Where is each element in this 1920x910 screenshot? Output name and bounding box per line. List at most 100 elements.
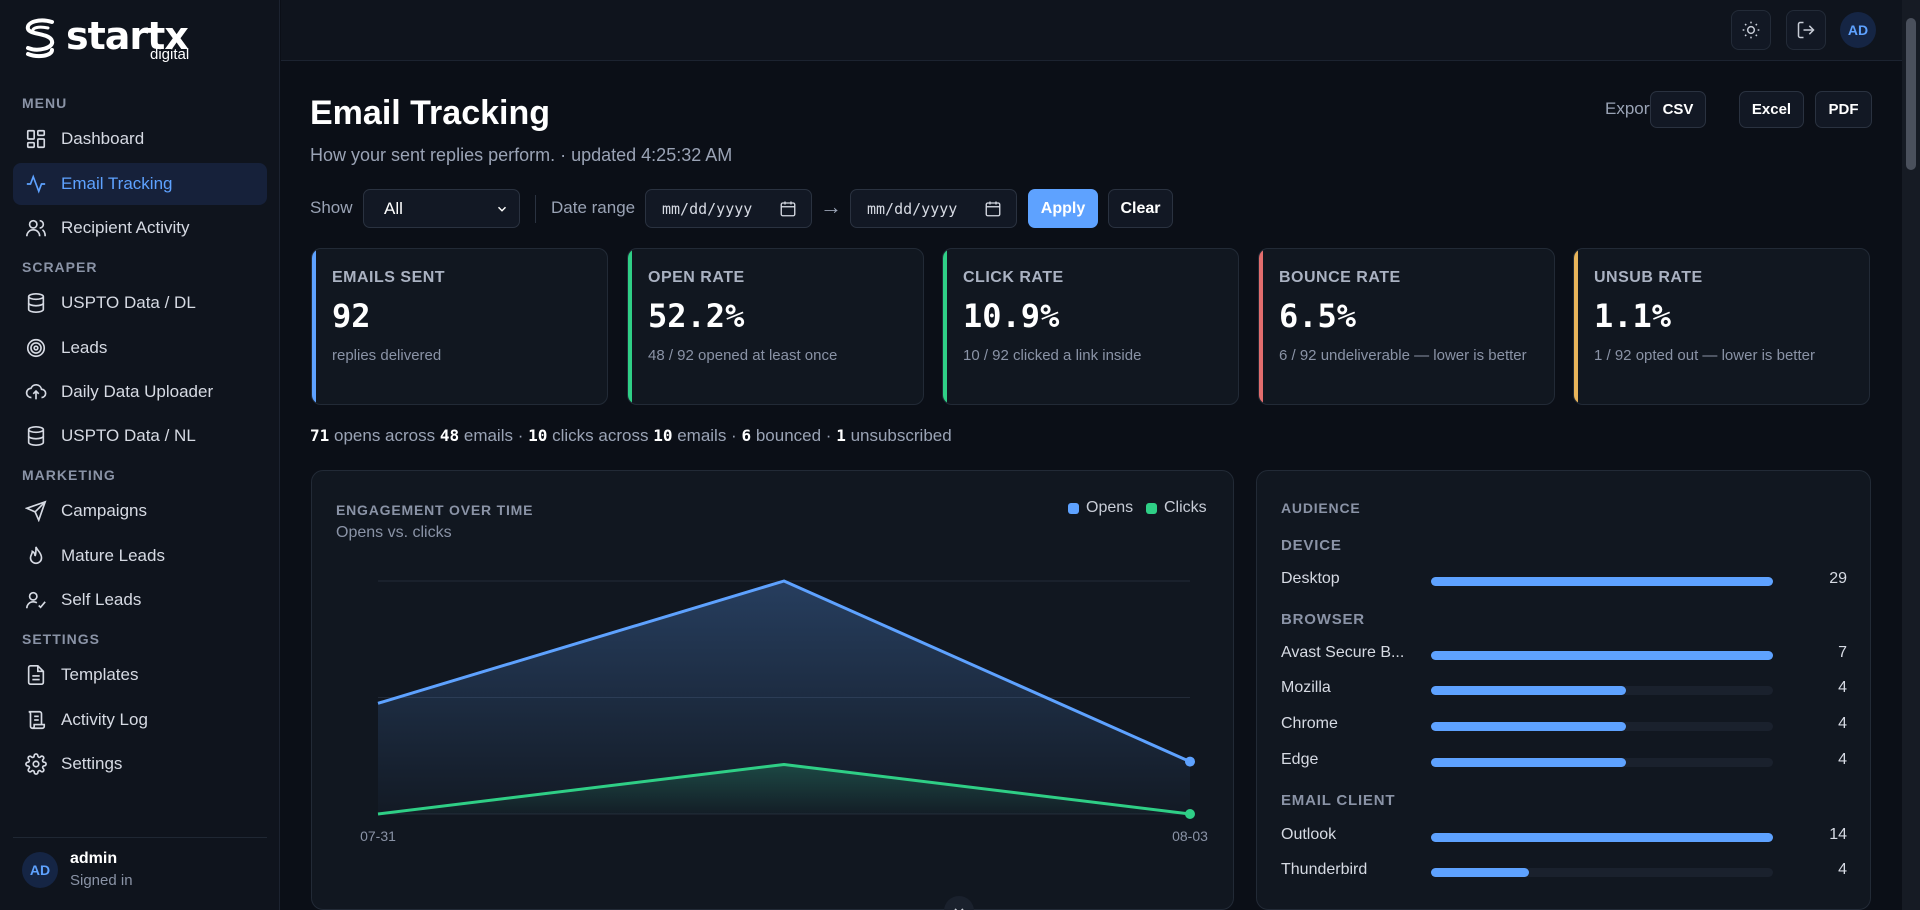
avatar: AD xyxy=(22,851,58,888)
brand-logo[interactable]: startx digital xyxy=(22,16,189,63)
engagement-title: ENGAGEMENT OVER TIME xyxy=(336,502,534,518)
date-to-input[interactable]: mm/dd/yyyy xyxy=(850,189,1017,228)
audience-row-name: Outlook xyxy=(1281,826,1337,843)
legend-swatch xyxy=(1146,502,1157,514)
sidebar-item-self-leads[interactable]: Self Leads xyxy=(13,579,267,621)
kpi-card-bounce-rate: BOUNCE RATE 6.5% 6 / 92 undeliverable — … xyxy=(1258,248,1555,405)
kpi-card-emails-sent: EMAILS SENT 92 replies delivered xyxy=(311,248,608,405)
summary-click-emails: 10 xyxy=(653,426,673,445)
kpi-value: 1.1% xyxy=(1594,297,1672,335)
user-profile[interactable]: AD admin Signed in xyxy=(13,837,267,889)
kpi-accent xyxy=(943,249,947,404)
summary-text: emails · xyxy=(463,426,524,445)
sidebar-item-activity-log[interactable]: Activity Log xyxy=(13,699,267,741)
sidebar-item-label: Settings xyxy=(61,754,123,773)
summary-bounced: 6 xyxy=(741,426,752,445)
apply-button[interactable]: Apply xyxy=(1028,189,1098,228)
users-icon xyxy=(26,219,46,237)
series-point-clicks xyxy=(1185,809,1195,819)
kpi-label: EMAILS SENT xyxy=(332,269,446,286)
kpi-accent xyxy=(312,249,316,404)
section-label-menu: MENU xyxy=(22,95,68,111)
kpi-card-open-rate: OPEN RATE 52.2% 48 / 92 opened at least … xyxy=(627,248,924,405)
audience-row: Mozilla 4 xyxy=(1281,679,1847,701)
kpi-description: 10 / 92 clicked a link inside xyxy=(963,347,1142,364)
sidebar-item-campaigns[interactable]: Campaigns xyxy=(13,490,267,532)
audience-bar-track xyxy=(1431,833,1773,842)
summary-line: 71 opens across 48 emails · 10 clicks ac… xyxy=(310,426,952,446)
updated-timestamp: · updated 4:25:32 AM xyxy=(560,145,733,165)
audience-bar-track xyxy=(1431,868,1773,877)
date-to-placeholder: mm/dd/yyyy xyxy=(867,199,958,218)
sidebar-item-label: Campaigns xyxy=(61,501,147,520)
sidebar-item-label: Mature Leads xyxy=(61,546,165,565)
audience-row-count: 29 xyxy=(1829,570,1847,587)
audience-row: Desktop 29 xyxy=(1281,570,1847,592)
topbar: AD xyxy=(281,0,1902,61)
sidebar-item-daily-data-uploader[interactable]: Daily Data Uploader xyxy=(13,371,267,413)
legend-label: Clicks xyxy=(1164,499,1207,516)
audience-bar-fill xyxy=(1431,758,1627,767)
export-excel-button[interactable]: Excel xyxy=(1739,91,1804,128)
calendar-icon[interactable] xyxy=(984,200,1002,218)
sidebar-item-recipient-activity[interactable]: Recipient Activity xyxy=(13,207,267,249)
date-from-input[interactable]: mm/dd/yyyy xyxy=(645,189,812,228)
export-pdf-button[interactable]: PDF xyxy=(1815,91,1872,128)
clear-button[interactable]: Clear xyxy=(1108,189,1173,228)
sidebar-item-uspto-dl[interactable]: USPTO Data / DL xyxy=(13,282,267,324)
kpi-description: replies delivered xyxy=(332,347,442,364)
kpi-label: UNSUB RATE xyxy=(1594,269,1703,286)
sidebar-item-email-tracking[interactable]: Email Tracking xyxy=(13,163,267,205)
sidebar-item-dashboard[interactable]: Dashboard xyxy=(13,118,267,160)
user-status: Signed in xyxy=(70,872,133,889)
sidebar-item-settings[interactable]: Settings xyxy=(13,743,267,785)
page-scrollbar[interactable] xyxy=(1902,0,1920,910)
sidebar-item-uspto-nl[interactable]: USPTO Data / NL xyxy=(13,415,267,457)
kpi-accent xyxy=(1574,249,1578,404)
legend-item-clicks[interactable]: Clicks xyxy=(1146,499,1207,517)
audience-row-name: Edge xyxy=(1281,751,1319,768)
scrollbar-thumb[interactable] xyxy=(1906,18,1916,170)
export-csv-button[interactable]: CSV xyxy=(1650,91,1706,128)
audience-group-device: DEVICE xyxy=(1281,537,1342,554)
avatar[interactable]: AD xyxy=(1840,12,1876,48)
engagement-panel: ENGAGEMENT OVER TIME Opens vs. clicks Op… xyxy=(311,470,1234,910)
sidebar-item-templates[interactable]: Templates xyxy=(13,654,267,696)
sidebar-item-leads[interactable]: Leads xyxy=(13,327,267,369)
sidebar-item-label: Self Leads xyxy=(61,590,142,609)
database-icon xyxy=(27,426,45,446)
summary-text: unsubscribed xyxy=(850,426,952,445)
theme-toggle-button[interactable] xyxy=(1731,10,1771,50)
collapse-chevron-icon[interactable] xyxy=(944,896,974,910)
subtitle-text: How your sent replies perform. xyxy=(310,145,556,165)
series-area-clicks xyxy=(378,764,1190,814)
cloud-upload-icon xyxy=(25,383,47,400)
audience-bar-fill xyxy=(1431,722,1627,731)
audience-bar-track xyxy=(1431,686,1773,695)
audience-row-count: 14 xyxy=(1829,826,1847,843)
logout-button[interactable] xyxy=(1786,10,1826,50)
sun-icon xyxy=(1742,21,1760,39)
show-select[interactable]: All xyxy=(363,189,520,228)
audience-row-count: 4 xyxy=(1838,751,1847,768)
kpi-label: BOUNCE RATE xyxy=(1279,269,1401,286)
kpi-value: 6.5% xyxy=(1279,297,1357,335)
summary-text: clicks across xyxy=(552,426,649,445)
audience-row-count: 4 xyxy=(1838,679,1847,696)
page-subtitle: How your sent replies perform. · updated… xyxy=(310,145,732,166)
sidebar-item-label: Templates xyxy=(61,665,139,684)
audience-row-count: 4 xyxy=(1838,861,1847,878)
calendar-icon[interactable] xyxy=(779,200,797,218)
kpi-description: 1 / 92 opted out — lower is better xyxy=(1594,347,1815,364)
sidebar-item-label: Activity Log xyxy=(61,710,148,729)
user-name: admin xyxy=(70,850,118,867)
section-label-scraper: SCRAPER xyxy=(22,259,98,275)
show-label: Show xyxy=(310,198,353,217)
legend-item-opens[interactable]: Opens xyxy=(1068,499,1133,517)
chevron-down-icon xyxy=(954,908,964,910)
engagement-subtitle: Opens vs. clicks xyxy=(336,524,452,541)
date-range-label: Date range xyxy=(551,198,636,217)
summary-unsub: 1 xyxy=(836,426,846,445)
sidebar-item-mature-leads[interactable]: Mature Leads xyxy=(13,535,267,577)
kpi-value: 10.9% xyxy=(963,297,1060,335)
